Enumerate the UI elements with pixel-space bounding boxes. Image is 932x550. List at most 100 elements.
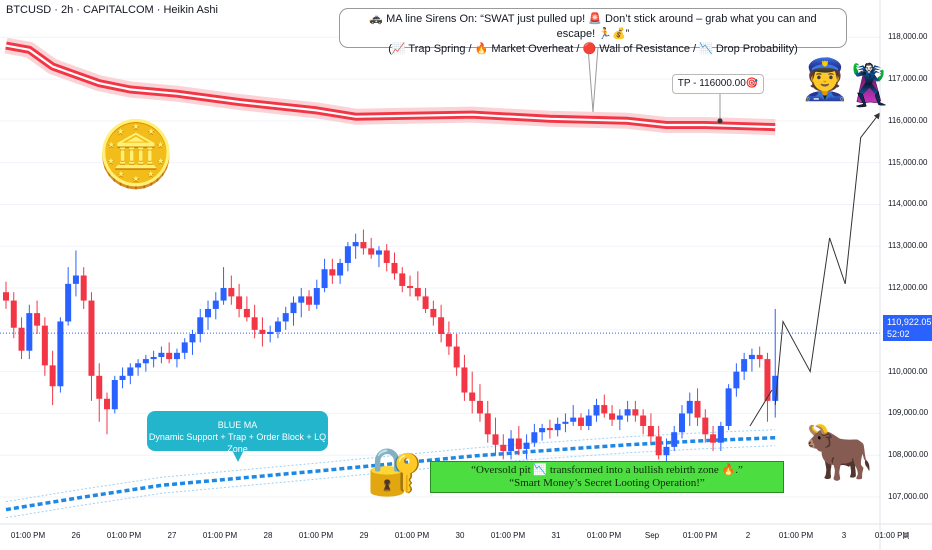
candle-body [678,413,685,433]
candle [344,242,351,272]
blue-ma-title: BLUE MA [217,420,258,430]
candle [422,288,429,314]
candle-body [111,379,118,410]
candle [104,392,111,435]
candle-body [383,250,390,263]
candle-body [80,275,87,301]
auto-scale-button[interactable]: A [903,531,910,541]
candle [399,267,406,293]
candle [647,413,654,443]
time-axis-label: 27 [167,531,177,540]
price-axis-label: 115,000.00 [888,157,928,167]
candle [663,438,670,464]
time-axis-label: 01:00 PM [874,531,910,540]
time-axis-label: 28 [263,531,273,540]
candle [306,290,313,312]
candle [678,405,685,439]
candle-body [609,413,616,420]
candle [10,292,17,339]
blue-ma-description: Dynamic Support + Trap + Order Block + L… [148,432,327,454]
candle-body [546,428,553,431]
candle [26,304,33,360]
candle [469,371,476,414]
candle-body [671,432,678,447]
candle [3,281,9,309]
candle-body [282,313,289,322]
candle-body [461,367,468,393]
candle-body [539,428,546,433]
candle [313,279,320,309]
candle-body [438,317,445,335]
candle [119,367,126,389]
candle-body [274,321,281,332]
candle [601,394,608,418]
candle-body [267,331,274,335]
candle [197,308,204,343]
candle [228,275,235,305]
candle-body [562,421,569,424]
candle-body [414,288,421,297]
candle-body [96,375,103,399]
time-axis-label: 3 [841,531,847,540]
symbol-header[interactable]: BTCUSD · 2h · CAPITALCOM · Heikin Ashi [6,4,218,16]
candle-body [702,417,709,435]
candle-body [585,415,592,426]
candle-body [18,327,25,351]
candle [360,229,367,255]
candle-body [360,242,367,249]
candle-body [150,356,157,360]
candle [461,354,468,401]
candle-body [298,296,305,303]
candle [111,375,118,414]
candlestick-series [3,229,779,464]
candle [80,267,87,309]
candle-body [686,400,693,414]
current-price-value: 110,922.05 [887,317,932,327]
candle-body [189,334,196,343]
candle [368,237,375,259]
grid-lines [0,36,880,498]
candle-body [694,400,701,418]
candle-body [3,292,9,301]
candle [430,300,437,326]
candle [220,267,227,305]
candle [515,425,522,456]
candle-body [158,352,165,357]
candle-body [142,359,149,364]
police-officer-icon: 👮 [800,58,850,102]
candle [445,321,452,355]
candle [18,317,25,360]
time-axis-label: Sep [644,531,660,540]
candle [484,400,491,443]
candle [756,346,763,368]
candle [609,405,616,426]
candle [383,244,390,272]
candle-body [72,275,79,284]
candle [41,317,48,376]
time-axis-label: 30 [455,531,465,540]
candle-body [259,329,266,335]
candle-body [616,415,623,420]
candle [251,304,258,339]
candle-body [469,392,476,401]
candle-body [306,296,313,305]
time-axis-label: 26 [71,531,81,540]
sirens-callout-line2: (📈 Trap Spring / 🔥 Market Overheat / 🔴 W… [388,43,798,55]
candle-body [205,308,212,318]
candle [282,306,289,330]
candle-body [764,359,771,401]
candle [616,409,623,431]
sirens-callout: 🚓 MA line Sirens On: “SWAT just pulled u… [339,8,847,55]
candle-body [197,317,204,335]
candle-body [313,288,320,305]
candle-body [173,352,180,360]
candle-body [10,300,17,328]
candle [640,409,647,435]
price-axis-label: 107,000.00 [888,492,929,501]
price-axis-label: 117,000.00 [888,74,928,84]
candle-body [593,405,600,416]
candle-body [422,296,429,309]
candle [624,400,631,422]
candle-body [119,375,126,380]
